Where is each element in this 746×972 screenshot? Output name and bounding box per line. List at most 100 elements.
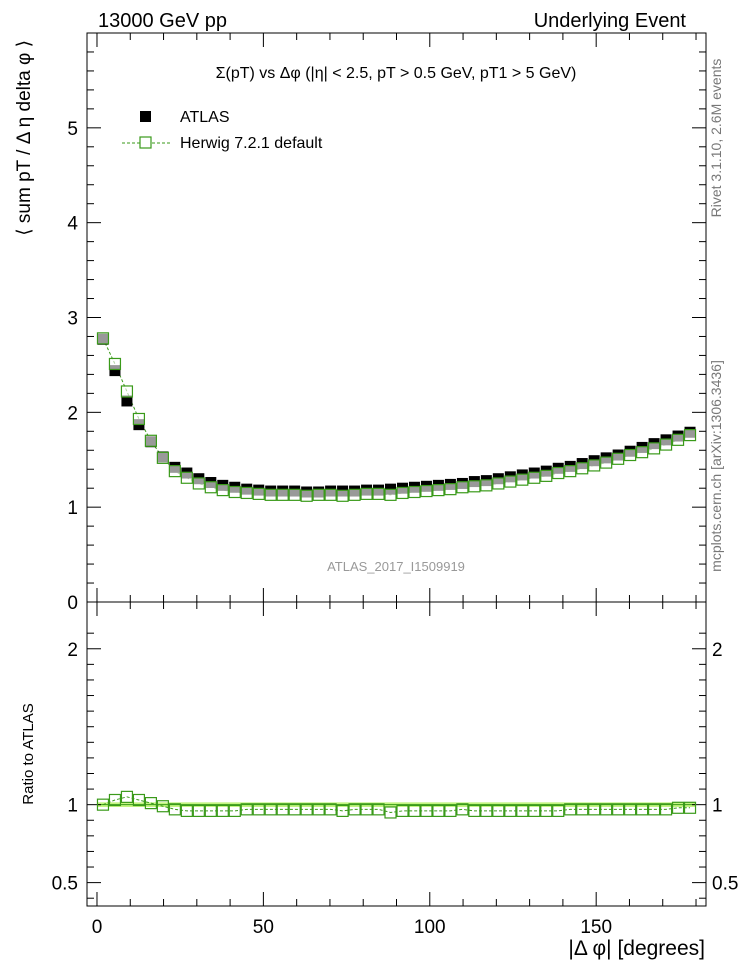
ratio-point bbox=[636, 803, 649, 816]
ratio-point bbox=[647, 803, 661, 816]
herwig-point bbox=[264, 488, 277, 501]
mcplots-label: mcplots.cern.ch [arXiv:1306.3436] bbox=[708, 360, 724, 572]
ratio-point bbox=[216, 804, 229, 818]
y-tick-label: 3 bbox=[67, 309, 78, 330]
legend: ATLAS Herwig 7.2.1 default bbox=[122, 109, 323, 152]
rivet-label: Rivet 3.1.10, 2.6M events bbox=[708, 59, 724, 218]
ratio-point bbox=[348, 803, 361, 816]
ratio-point bbox=[552, 804, 565, 818]
header-right: Underlying Event bbox=[534, 10, 687, 32]
ratio-point bbox=[372, 803, 385, 816]
herwig-point bbox=[659, 438, 673, 451]
ratio-point bbox=[156, 800, 169, 813]
ratio-point bbox=[240, 803, 253, 816]
ratio-y-tick-label: 0.5 bbox=[52, 874, 78, 895]
ratio-series bbox=[96, 790, 697, 819]
ratio-point bbox=[204, 804, 217, 818]
ratio-point bbox=[168, 803, 181, 816]
plot-title: Σ(pT) vs Δφ (|η| < 2.5, pT > 0.5 GeV, pT… bbox=[216, 65, 577, 82]
ratio-point bbox=[516, 804, 529, 818]
herwig-point bbox=[420, 484, 433, 498]
ratio-point bbox=[96, 798, 110, 811]
header-left: 13000 GeV pp bbox=[98, 10, 227, 32]
ratio-point bbox=[432, 804, 445, 818]
herwig-point bbox=[372, 487, 385, 500]
herwig-point bbox=[156, 451, 169, 464]
herwig-point bbox=[180, 471, 193, 484]
ratio-y-tick-label-right: 0.5 bbox=[712, 874, 738, 895]
herwig-point bbox=[588, 459, 601, 472]
herwig-point bbox=[132, 412, 146, 426]
ratio-point bbox=[132, 793, 146, 807]
herwig-point bbox=[168, 465, 181, 478]
herwig-point bbox=[96, 332, 110, 345]
herwig-point bbox=[456, 481, 469, 494]
herwig-point bbox=[216, 483, 229, 497]
y-tick-label: 0 bbox=[67, 593, 78, 614]
herwig-point bbox=[324, 488, 337, 501]
y-tick-label: 2 bbox=[67, 403, 78, 424]
ratio-point bbox=[528, 804, 541, 818]
ratio-point bbox=[396, 804, 409, 818]
ratio-point bbox=[444, 804, 457, 818]
axis-ticks bbox=[87, 33, 706, 906]
herwig-point bbox=[528, 471, 541, 484]
herwig-point bbox=[480, 479, 493, 492]
herwig-point bbox=[468, 480, 481, 493]
ratio-plot-frame bbox=[86, 601, 707, 907]
ratio-point bbox=[264, 803, 277, 816]
herwig-point bbox=[444, 483, 457, 496]
ratio-point bbox=[420, 804, 433, 818]
herwig-point bbox=[252, 487, 265, 500]
ratio-y-tick-label-right: 2 bbox=[712, 640, 723, 661]
ratio-point bbox=[564, 803, 577, 816]
herwig-point bbox=[288, 488, 301, 501]
ratio-point bbox=[540, 804, 553, 818]
y-tick-label: 4 bbox=[67, 214, 78, 235]
ratio-point bbox=[144, 797, 157, 810]
ratio-point bbox=[456, 803, 469, 816]
herwig-point bbox=[600, 456, 613, 469]
herwig-point bbox=[240, 486, 253, 500]
herwig-point bbox=[120, 385, 134, 398]
ratio-point bbox=[624, 803, 637, 816]
herwig-point bbox=[336, 489, 349, 502]
analysis-label: ATLAS_2017_I1509919 bbox=[327, 559, 465, 574]
atlas-point bbox=[121, 395, 133, 407]
ratio-point bbox=[276, 803, 289, 816]
ratio-point bbox=[384, 806, 397, 819]
ratio-y-tick-label-right: 1 bbox=[712, 796, 723, 817]
x-axis-label: |Δ φ| [degrees] bbox=[568, 937, 705, 960]
legend-herwig-marker bbox=[139, 136, 152, 149]
x-tick-label: 50 bbox=[253, 917, 274, 938]
herwig-point bbox=[144, 434, 157, 447]
herwig-point bbox=[624, 448, 637, 462]
x-tick-label: 100 bbox=[414, 917, 446, 938]
ratio-point bbox=[288, 803, 301, 816]
ratio-point bbox=[300, 803, 313, 816]
herwig-point bbox=[192, 477, 205, 490]
atlas-point bbox=[109, 365, 121, 377]
ratio-point bbox=[228, 804, 241, 818]
ratio-point bbox=[120, 790, 134, 803]
herwig-point bbox=[612, 452, 625, 465]
ratio-point bbox=[108, 793, 122, 807]
herwig-point bbox=[228, 485, 241, 499]
herwig-point bbox=[552, 466, 565, 480]
herwig-point bbox=[683, 428, 697, 442]
ratio-point bbox=[612, 803, 625, 816]
herwig-point bbox=[504, 475, 517, 488]
y-axis-label: ⟨ sum pT / Δ η delta φ ⟩ bbox=[14, 40, 35, 236]
herwig-point bbox=[396, 486, 409, 500]
ratio-point bbox=[659, 803, 673, 816]
ratio-point bbox=[312, 803, 325, 816]
ratio-point bbox=[408, 804, 421, 818]
ratio-y-axis-label: Ratio to ATLAS bbox=[20, 703, 37, 804]
herwig-point bbox=[576, 462, 589, 475]
herwig-point bbox=[312, 488, 325, 501]
ratio-point bbox=[336, 804, 349, 818]
x-tick-label: 0 bbox=[92, 917, 103, 938]
herwig-point bbox=[348, 488, 361, 501]
herwig-point bbox=[408, 485, 421, 499]
